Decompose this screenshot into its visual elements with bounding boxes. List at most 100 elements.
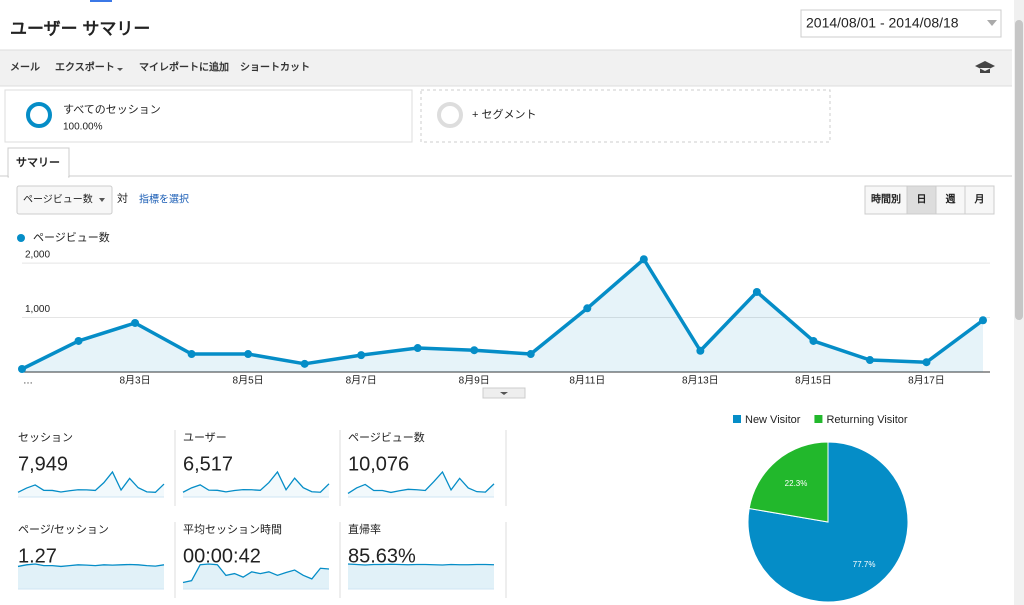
pie-slice [748, 441, 829, 523]
line [21, 257, 985, 371]
sparkline-area [18, 472, 164, 497]
date-arrow[interactable] [987, 20, 997, 26]
legend-label: Returning Visitor [826, 414, 907, 426]
x-tick-label: 8月3日 [119, 375, 150, 387]
granularity-label[interactable]: 週 [946, 194, 956, 206]
x-tick-label: … [23, 376, 33, 387]
point [583, 304, 592, 313]
point [526, 350, 535, 359]
x-tick-label: 8月7日 [346, 375, 377, 387]
toolbar [0, 50, 1012, 86]
granularity-button[interactable] [964, 185, 995, 215]
y-tick-label: 1,000 [25, 304, 50, 315]
sparkline [17, 470, 165, 493]
point [131, 318, 140, 327]
legend-label: ページビュー数 [33, 231, 110, 244]
academy-icon[interactable] [975, 61, 995, 73]
choose-metric[interactable]: 指標を選択 [139, 193, 189, 206]
point [413, 344, 422, 353]
granularity-label[interactable]: 時間別 [871, 193, 901, 206]
granularity-button[interactable] [864, 185, 908, 215]
segment-label[interactable]: すべてのセッション [63, 103, 161, 116]
point [18, 365, 26, 374]
segment-ring [26, 102, 52, 128]
pie-label: 22.3% [785, 479, 808, 488]
tab[interactable] [7, 147, 70, 178]
toolbar-item[interactable]: エクスポート [55, 61, 115, 74]
point [187, 350, 196, 359]
segment-ring [437, 102, 463, 128]
toolbar-item[interactable]: ショートカット [240, 62, 310, 74]
scrollbar-thumb[interactable] [1015, 20, 1023, 320]
sparkline-area [18, 564, 164, 589]
toolbar-item[interactable]: メール [10, 62, 40, 74]
metric-select[interactable] [16, 185, 113, 215]
sparkline-area [348, 472, 494, 497]
charts: 1,000 2,000 ページビュー数 … 8月3日 8月5日 8月7日 8月9日 8月11日 8… [17, 231, 990, 603]
metric-label: ページビュー数 [348, 431, 425, 444]
sparkline-area [348, 564, 494, 589]
sparkline [182, 563, 330, 584]
point [357, 351, 366, 360]
granularity-label[interactable]: 日 [917, 194, 927, 206]
pie-label: 77.7% [853, 560, 876, 569]
add-segment[interactable]: + セグメント [472, 107, 536, 121]
point [244, 350, 253, 359]
metric-select-label[interactable]: ページビュー数 [23, 193, 93, 206]
metric-value: 1.27 [18, 545, 57, 567]
top-indicator [90, 0, 112, 2]
x-tick-label: 8月13日 [682, 375, 719, 387]
metric-value: 85.63% [348, 545, 416, 567]
toolbar-item[interactable]: マイレポートに追加 [139, 61, 229, 74]
legend-marker [733, 415, 741, 423]
dropdown-arrow[interactable] [117, 68, 123, 71]
legend-label: New Visitor [745, 414, 801, 426]
sparkline-area [183, 564, 329, 589]
point [74, 336, 83, 345]
point [470, 346, 479, 355]
tab-label[interactable]: サマリー [16, 156, 60, 169]
x-tick-label: 8月9日 [459, 375, 490, 387]
x-tick-label: 8月11日 [569, 375, 605, 387]
dropdown-arrow[interactable] [99, 198, 105, 202]
point [865, 356, 874, 365]
sparkline [347, 563, 495, 566]
metric-value: 6,517 [183, 453, 233, 475]
area [22, 259, 983, 372]
point [752, 287, 761, 296]
date-range[interactable]: 2014/08/01 - 2014/08/18 [806, 15, 959, 31]
metric-value: 10,076 [348, 453, 409, 475]
point [300, 359, 309, 368]
date-box[interactable] [800, 9, 1002, 38]
sparkline [182, 470, 330, 493]
metric-value: 7,949 [18, 453, 68, 475]
segment-card[interactable] [4, 89, 413, 143]
metric-value: 00:00:42 [183, 545, 261, 567]
segment-add[interactable] [420, 89, 831, 143]
granularity-label[interactable]: 月 [974, 194, 985, 206]
date-picker[interactable]: 2014/08/01 - 2014/08/18 [800, 9, 1002, 38]
x-tick-label: 8月5日 [233, 375, 264, 387]
metric-label: 平均セッション時間 [183, 523, 282, 536]
point [922, 358, 931, 367]
point [696, 346, 705, 355]
tab-mask [9, 174, 68, 178]
collapse-arrow[interactable] [500, 392, 508, 395]
legend-marker [814, 415, 823, 423]
metric-label: ユーザー [183, 431, 227, 444]
point [639, 255, 648, 264]
page-title: ユーザー サマリー [10, 19, 150, 38]
versus: 対 [117, 191, 128, 205]
point [809, 336, 818, 345]
granularity-button[interactable] [906, 185, 937, 215]
sparkline [347, 470, 495, 494]
x-tick-label: 8月15日 [795, 375, 832, 387]
segment-share: 100.00% [63, 122, 103, 133]
metric-label: セッション [18, 431, 73, 444]
y-tick-label: 2,000 [25, 250, 50, 261]
metric-label: 直帰率 [348, 522, 381, 536]
point [979, 316, 987, 325]
granularity-button[interactable] [935, 185, 966, 215]
legend-marker [17, 234, 25, 242]
